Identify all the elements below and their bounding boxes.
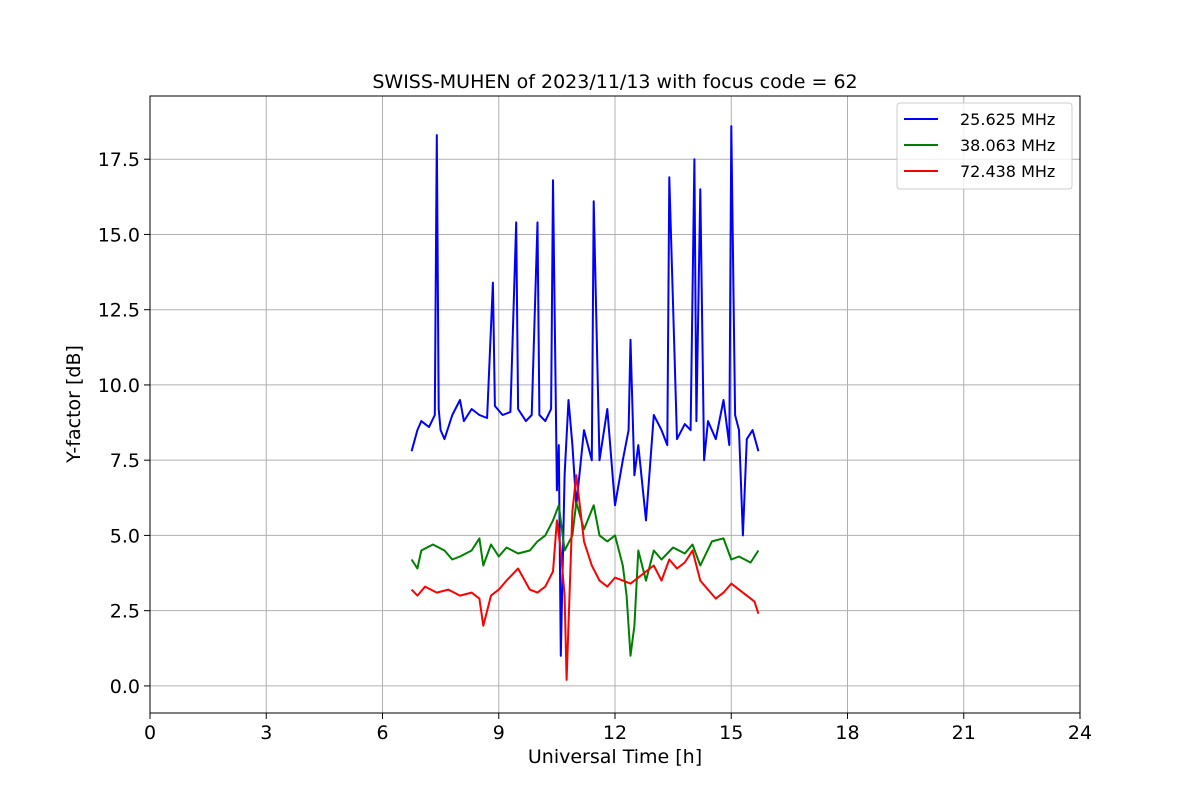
x-tick-label: 0: [144, 722, 156, 744]
y-tick-label: 2.5: [110, 601, 140, 623]
legend-box: [896, 102, 1073, 190]
x-tick-label: 9: [493, 722, 505, 744]
y-axis: 0.0 2.5 5.0 7.5 10.0 12.5 15.0 17.5: [98, 149, 150, 698]
x-axis-label: Universal Time [h]: [528, 746, 702, 768]
y-tick-label: 15.0: [98, 224, 140, 246]
legend: 25.625 MHz 38.063 MHz 72.438 MHz: [896, 102, 1073, 190]
y-tick-label: 10.0: [98, 375, 140, 397]
y-axis-label: Y-factor [dB]: [63, 345, 85, 464]
x-tick-label: 21: [952, 722, 976, 744]
y-tick-label: 7.5: [110, 450, 140, 472]
legend-entry-0: 25.625 MHz: [960, 110, 1055, 129]
y-tick-label: 17.5: [98, 149, 140, 171]
x-tick-label: 6: [376, 722, 388, 744]
x-tick-label: 18: [835, 722, 859, 744]
series-group: [410, 125, 760, 681]
x-tick-label: 24: [1068, 722, 1092, 744]
y-tick-label: 5.0: [110, 525, 140, 547]
y-tick-label: 0.0: [110, 676, 140, 698]
series-line-1: [410, 501, 760, 657]
y-tick-label: 12.5: [98, 300, 140, 322]
x-tick-label: 12: [603, 722, 627, 744]
legend-entry-1: 38.063 MHz: [960, 136, 1055, 155]
x-tick-label: 3: [260, 722, 272, 744]
x-tick-label: 15: [719, 722, 743, 744]
series-line-0: [410, 125, 760, 657]
legend-entry-2: 72.438 MHz: [960, 162, 1055, 181]
series-line-2: [410, 474, 760, 681]
chart-title: SWISS-MUHEN of 2023/11/13 with focus cod…: [372, 71, 857, 93]
x-axis: 0 3 6 9 12 15 18 21 24: [144, 713, 1092, 744]
